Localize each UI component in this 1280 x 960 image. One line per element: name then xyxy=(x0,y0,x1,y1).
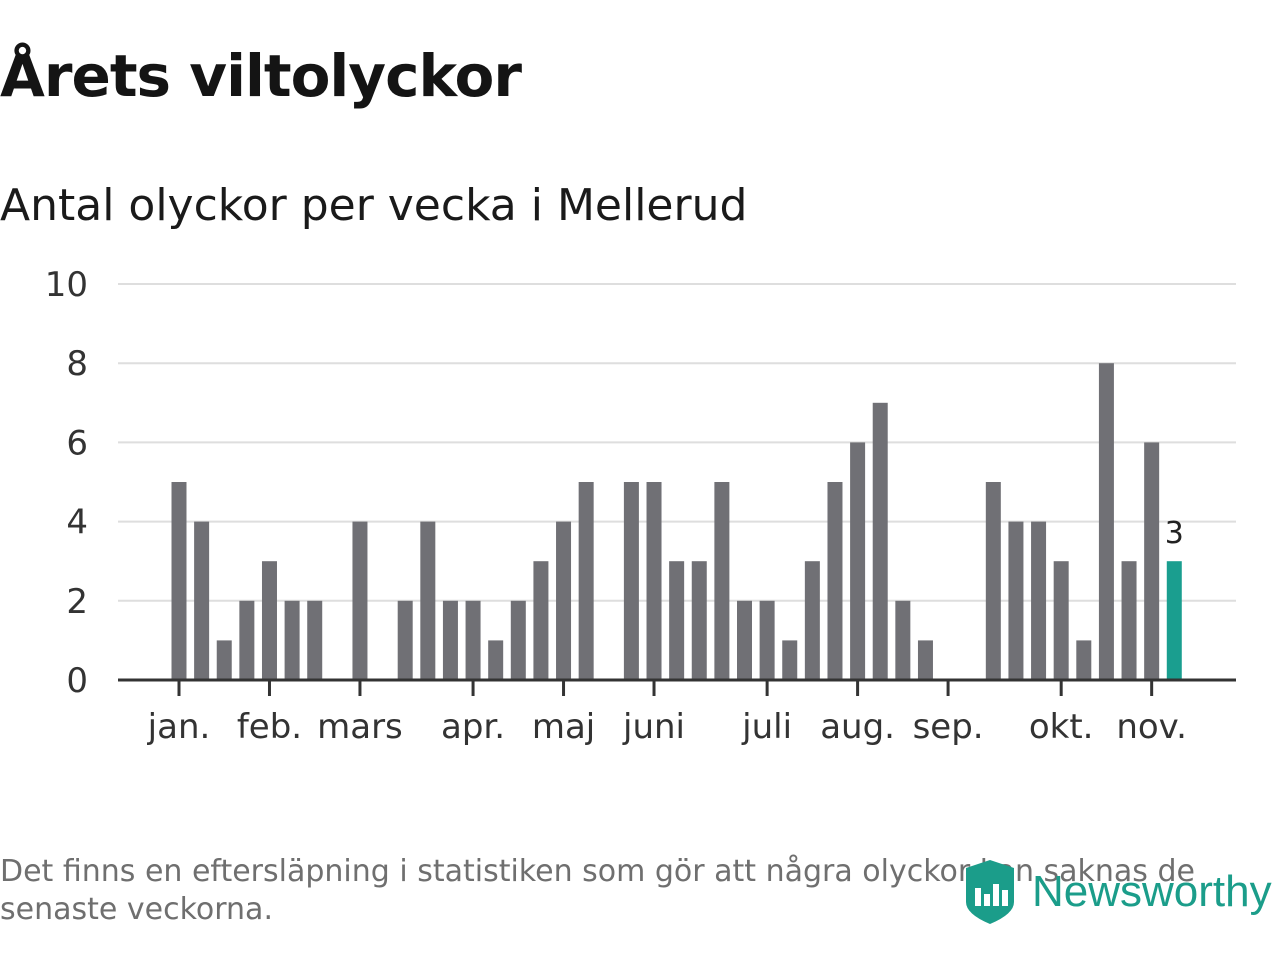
data-label-current-week: 3 xyxy=(1165,516,1184,551)
x-tick-label: juni xyxy=(622,707,685,747)
bar xyxy=(1031,521,1047,680)
bar xyxy=(284,600,300,680)
bar xyxy=(465,600,481,680)
bar xyxy=(691,561,707,680)
bar-chart: 0 2 4 6 8 10 3 jan. feb. mars apr. maj juni juli aug. s… xyxy=(45,265,1236,747)
bar xyxy=(1144,442,1160,680)
x-tick-label: jan. xyxy=(147,707,211,747)
y-tick-label: 8 xyxy=(66,344,88,384)
bar xyxy=(1098,363,1114,680)
bar xyxy=(1008,521,1024,680)
bar xyxy=(578,482,594,680)
chart-subtitle: Antal olyckor per vecka i Mellerud xyxy=(0,180,748,231)
bar xyxy=(737,600,752,680)
bar xyxy=(759,600,775,680)
bar xyxy=(307,600,323,680)
bar xyxy=(1076,640,1092,680)
bar xyxy=(216,640,232,680)
bar xyxy=(917,640,933,680)
bar xyxy=(985,482,1001,680)
bar xyxy=(171,482,187,680)
bar xyxy=(510,600,526,680)
x-tick-label: mars xyxy=(317,707,403,747)
bar xyxy=(804,561,820,680)
bar xyxy=(442,600,458,680)
bar xyxy=(669,561,685,680)
x-tick-label: sep. xyxy=(913,707,984,747)
x-tick-label: okt. xyxy=(1029,707,1094,747)
bar xyxy=(488,640,504,680)
x-tick-label: nov. xyxy=(1116,707,1187,747)
x-tick-label: apr. xyxy=(441,707,505,747)
bar xyxy=(1121,561,1137,680)
bar xyxy=(556,521,572,680)
bar xyxy=(239,600,255,680)
bar xyxy=(782,640,798,680)
x-tick-label: aug. xyxy=(820,707,895,747)
y-tick-label: 10 xyxy=(45,265,88,305)
bar xyxy=(397,600,413,680)
bar-current-week xyxy=(1166,561,1182,680)
bar xyxy=(646,482,662,680)
y-tick-label: 0 xyxy=(66,661,88,701)
bar xyxy=(533,561,549,680)
x-tick-label: maj xyxy=(532,707,595,747)
bar xyxy=(194,521,210,680)
newsworthy-logo-icon xyxy=(966,860,1014,924)
bar xyxy=(1053,561,1069,680)
bar xyxy=(261,561,277,680)
y-tick-label: 4 xyxy=(66,503,88,543)
bar xyxy=(352,521,368,680)
logo-text: Newsworthy xyxy=(1032,867,1272,916)
bar xyxy=(420,521,436,680)
x-tick-label: feb. xyxy=(237,707,302,747)
bar xyxy=(872,402,888,680)
y-tick-label: 2 xyxy=(66,582,88,622)
newsworthy-logo: Newsworthy xyxy=(964,858,1272,926)
bar xyxy=(714,482,730,680)
bar xyxy=(623,482,639,680)
bar xyxy=(850,442,866,680)
x-tick-label: juli xyxy=(741,707,792,747)
y-tick-label: 6 xyxy=(66,423,88,463)
chart-title: Årets viltolyckor xyxy=(0,42,522,110)
bar xyxy=(895,600,911,680)
bar xyxy=(827,482,843,680)
